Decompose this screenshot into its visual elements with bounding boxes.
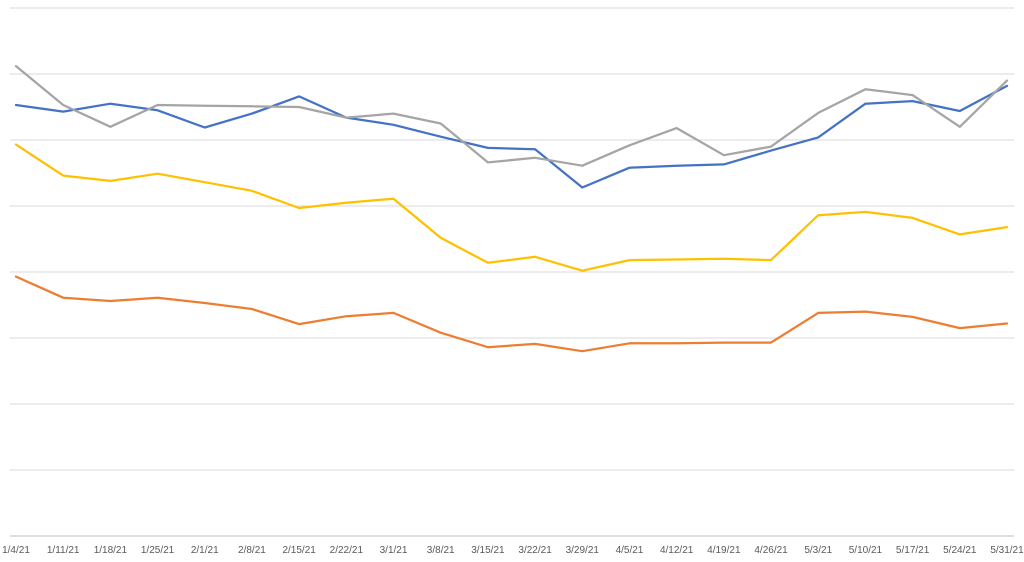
x-tick-label: 4/12/21 xyxy=(660,545,694,556)
x-tick-label: 5/24/21 xyxy=(943,545,977,556)
x-tick-label: 2/1/21 xyxy=(191,545,219,556)
gridlines xyxy=(10,7,1014,537)
x-tick-label: 3/22/21 xyxy=(518,545,552,556)
series-line-3 xyxy=(14,143,1009,272)
x-tick-label: 4/5/21 xyxy=(616,545,644,556)
x-tick-label: 2/8/21 xyxy=(238,545,266,556)
x-tick-label: 5/3/21 xyxy=(804,545,832,556)
x-tick-label: 5/17/21 xyxy=(896,545,930,556)
x-tick-label: 3/29/21 xyxy=(566,545,600,556)
x-tick-label: 3/8/21 xyxy=(427,545,455,556)
x-tick-label: 2/15/21 xyxy=(282,545,316,556)
series-line-2 xyxy=(14,64,1009,167)
x-tick-label: 5/31/21 xyxy=(990,545,1024,556)
x-tick-label: 1/11/21 xyxy=(47,545,80,556)
x-tick-label: 3/15/21 xyxy=(471,545,505,556)
x-axis-tick-labels: 1/4/21 1/11/21 1/18/21 1/25/21 2/1/21 2/8/21 2… xyxy=(2,545,1024,556)
x-tick-label: 1/18/21 xyxy=(94,545,128,556)
x-tick-label: 1/4/21 xyxy=(2,545,30,556)
x-tick-label: 5/10/21 xyxy=(849,545,883,556)
series-line-4 xyxy=(14,275,1009,353)
x-tick-label: 3/1/21 xyxy=(380,545,408,556)
x-tick-label: 4/19/21 xyxy=(707,545,741,556)
x-tick-label: 4/26/21 xyxy=(754,545,788,556)
series-group xyxy=(14,64,1009,353)
series-line-1 xyxy=(14,84,1009,189)
x-tick-label: 2/22/21 xyxy=(330,545,364,556)
x-tick-label: 1/25/21 xyxy=(141,545,175,556)
